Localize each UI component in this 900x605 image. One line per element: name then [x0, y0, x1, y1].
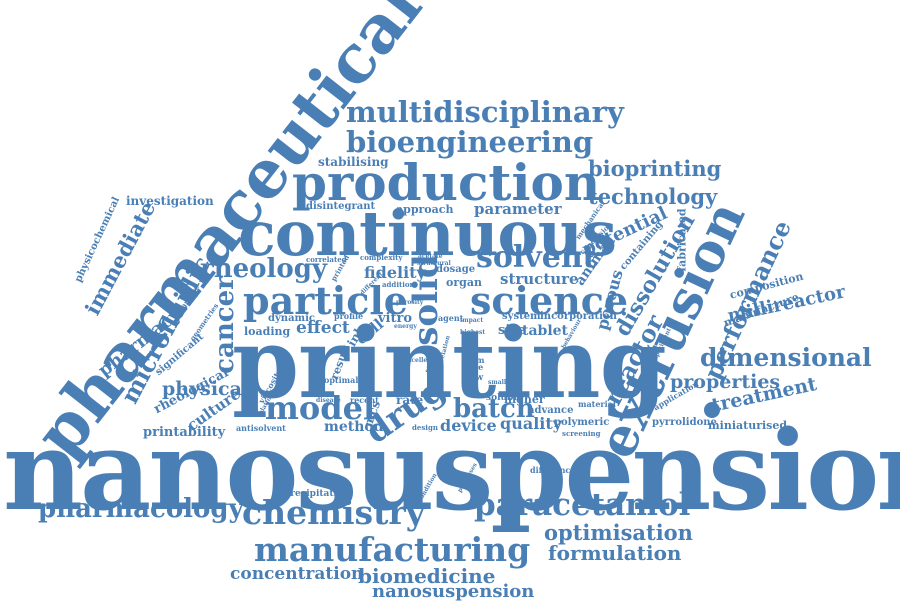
word-smaller: smaller — [488, 379, 514, 386]
word-device: device — [440, 416, 497, 435]
dot-mark — [704, 402, 720, 418]
word-bioengineering: bioengineering — [346, 125, 594, 159]
word-properties: properties — [670, 371, 781, 393]
word-fabricated: fabricated — [675, 208, 689, 272]
word-dynamic: dynamic — [268, 313, 316, 324]
word-science: science — [470, 278, 629, 323]
word-addition: addition — [382, 280, 415, 289]
word-dosage: dosage — [436, 264, 476, 275]
word-correlated: correlated — [306, 255, 347, 264]
word-complexity: complexity — [360, 253, 403, 262]
word-fidelity: fidelity — [364, 263, 426, 282]
word-production: production — [292, 153, 601, 212]
word-energy: energy — [394, 323, 417, 330]
word-method: method — [324, 419, 384, 435]
word-impact: impact — [460, 317, 484, 324]
word-model: model — [265, 389, 376, 427]
word-approach: approach — [396, 203, 454, 216]
word-size: size — [498, 323, 526, 338]
word-pore: pore — [463, 362, 484, 372]
word-particle: particle — [243, 278, 408, 323]
word-cancer: cancer — [210, 276, 240, 374]
word-antisolvent: antisolvent — [236, 423, 286, 433]
word-optimal: optimal — [324, 375, 359, 385]
word-acetate: acetate — [418, 253, 443, 260]
word-recent: recent — [350, 395, 379, 405]
word-disease: disease — [316, 397, 341, 404]
word-profile: profile — [334, 311, 364, 321]
word-higher: higher — [504, 393, 545, 406]
word-chemistry: chemistry — [242, 493, 425, 532]
word-dimensional: dimensional — [700, 343, 872, 372]
word-vitro: vitro — [378, 311, 413, 326]
word-manufacturing: manufacturing — [254, 530, 531, 569]
word-structural: structural — [417, 260, 451, 267]
word-system: system — [502, 311, 541, 322]
word-stabilising: stabilising — [318, 155, 389, 169]
word-loading: loading — [244, 325, 291, 338]
word-multidisciplinary: multidisciplinary — [346, 95, 624, 129]
word-solvent: solvent — [476, 240, 597, 275]
word-porosity: porosity — [396, 299, 424, 306]
word-difference: difference — [530, 465, 576, 475]
word-optimisation: optimisation — [544, 520, 693, 545]
word-disintegrant: disintegrant — [306, 201, 376, 212]
word-investigation: investigation — [126, 194, 214, 208]
word-nanosuspension: nanosuspension — [372, 581, 535, 602]
word-precipitation: precipitation — [284, 489, 350, 499]
word-structure: structure — [500, 270, 579, 288]
word-line: line — [463, 345, 483, 355]
word-advance: advance — [528, 405, 574, 416]
word-miniaturised: miniaturised — [708, 419, 788, 432]
word-bioprinting: bioprinting — [588, 156, 722, 181]
word-printing: printing — [232, 307, 667, 420]
word-flow: flow — [463, 373, 484, 383]
word-paracetamol: paracetamol — [474, 487, 691, 523]
word-continuous: continuous — [238, 197, 617, 270]
word-quality: quality — [500, 414, 563, 433]
word-technology: technology — [588, 184, 718, 209]
word-polymeric: polymeric — [554, 417, 610, 428]
word-excellent: excellent — [404, 357, 435, 364]
word-nanosuspensions: nanosuspensions — [3, 406, 900, 535]
word-soluble: soluble — [486, 393, 523, 403]
word-incorporation: incorporation — [540, 311, 617, 322]
word-concentration: concentration — [230, 564, 364, 584]
word-pharmacology: pharmacology — [38, 494, 244, 524]
word-tablet: tablet — [522, 323, 569, 339]
word-pyrrolidone: pyrrolidone — [652, 417, 717, 428]
word-formulation: formulation — [548, 541, 682, 565]
word-agent: agent — [438, 313, 464, 323]
word-biomedicine: biomedicine — [358, 564, 496, 588]
word-material: material — [578, 399, 616, 409]
word-highest: highest — [460, 329, 486, 336]
word-form: form — [463, 355, 485, 365]
word-parameter: parameter — [474, 200, 562, 218]
word-organ: organ — [446, 276, 482, 289]
word-screening: screening — [562, 429, 601, 438]
word-batch: batch — [453, 394, 535, 424]
word-rate: rate — [396, 393, 424, 407]
word-physical: physical — [162, 378, 250, 400]
word-design: design — [412, 423, 438, 432]
word-effect: effect — [296, 318, 350, 338]
word-printability: printability — [143, 425, 226, 440]
word-rheology: rheology — [200, 254, 327, 284]
